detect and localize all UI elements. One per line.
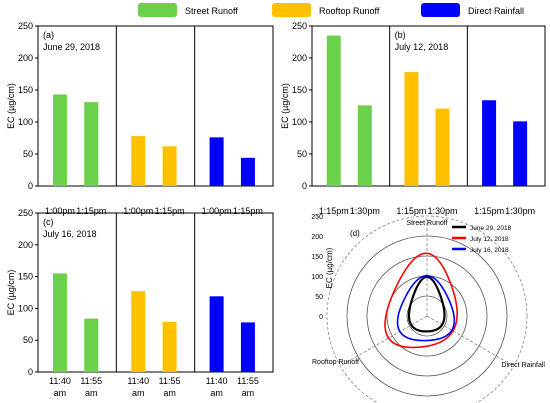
radial-spoke xyxy=(340,315,428,367)
x-tick-label: 11:40 am xyxy=(127,376,149,398)
bar xyxy=(240,322,255,372)
x-tick-label: 1:30pm xyxy=(505,206,535,216)
r-tick-label: 50 xyxy=(315,294,323,301)
bar xyxy=(209,137,224,186)
x-tick-label: 11:55 am xyxy=(159,376,181,398)
bar xyxy=(482,100,497,186)
x-tick-label: 1:00pm xyxy=(202,206,232,216)
x-tick-label: 1:15pm xyxy=(76,206,106,216)
r-tick-label: 150 xyxy=(311,254,323,261)
y-tick-label: 150 xyxy=(18,85,33,95)
bar xyxy=(404,72,419,186)
x-tick-label: 1:15pm xyxy=(396,206,426,216)
x-tick-label: 1:30pm xyxy=(427,206,457,216)
x-tick-label: 1:15pm xyxy=(319,206,349,216)
panel-label: (b) xyxy=(395,30,406,40)
y-tick-label: 150 xyxy=(18,272,33,282)
panel-c: 0 50 100 150 200 250 EC (µg/cm) (c) July 16, 201… xyxy=(6,208,274,398)
radar-legend-label: July 12, 2018 xyxy=(470,236,509,243)
axis-label-street: Street Runoff xyxy=(406,220,447,227)
y-tick-label: 50 xyxy=(23,335,33,345)
y-tick-label: 0 xyxy=(28,367,33,377)
legend-swatch xyxy=(138,3,177,17)
axis-label-rooftop: Rooftop Runoff xyxy=(312,359,359,366)
plot-frame xyxy=(311,25,546,187)
y-tick-label: 250 xyxy=(292,21,307,31)
panel-a: 0 50 100 150 200 250 EC (µg/cm) (a) June 29, 201… xyxy=(6,21,274,216)
radar-series-line xyxy=(384,252,458,349)
plot-frame xyxy=(37,212,274,373)
axis-label-direct: Direct Rainfall xyxy=(501,362,545,369)
panel-b: 0 50 100 150 200 250 EC (µg/cm) (b) July 12, 201… xyxy=(280,21,546,216)
bar xyxy=(209,296,224,372)
y-axis-label: EC (µg/cm) xyxy=(6,83,16,129)
x-tick-label: 1:30pm xyxy=(350,206,380,216)
x-tick-label: 1:00pm xyxy=(45,206,75,216)
y-tick-label: 0 xyxy=(302,181,307,191)
legend-label: Rooftop Runoff xyxy=(319,6,380,16)
y-tick-label: 250 xyxy=(18,208,33,218)
x-tick-label: 11:55 am xyxy=(80,376,102,398)
panel-label: (d) xyxy=(350,229,360,238)
y-tick-label: 50 xyxy=(297,149,307,159)
legend-swatch xyxy=(272,3,311,17)
radar-series-line xyxy=(407,275,446,333)
x-tick-label: 11:55 am xyxy=(237,376,259,398)
panel-label: (a) xyxy=(43,30,54,40)
radial-grid xyxy=(326,215,528,403)
y-axis-label: EC (µg/cm) xyxy=(280,83,290,129)
legend-swatch xyxy=(421,3,460,17)
bar xyxy=(357,105,372,186)
y-tick-label: 100 xyxy=(18,117,33,127)
y-tick-label: 200 xyxy=(18,53,33,63)
y-tick-label: 200 xyxy=(292,53,307,63)
y-tick-label: 50 xyxy=(23,149,33,159)
radial-spoke xyxy=(426,315,514,367)
r-tick-label: 250 xyxy=(311,214,323,221)
x-tick-label: 1:15pm xyxy=(233,206,263,216)
legend-label: Direct Rainfall xyxy=(468,6,524,16)
bar xyxy=(435,108,450,186)
bar xyxy=(52,94,67,186)
bar xyxy=(240,157,255,186)
bar xyxy=(52,273,67,372)
x-tick-label: 1:15pm xyxy=(474,206,504,216)
radar-legend-label: June 29, 2018 xyxy=(470,225,512,232)
x-tick-label: 1:15pm xyxy=(155,206,185,216)
radar-legend-label: July 16, 2018 xyxy=(470,247,509,254)
bar xyxy=(162,146,177,186)
bar xyxy=(326,35,341,186)
x-tick-label: 11:40 am xyxy=(206,376,228,398)
r-axis-label: EC (µg/cm) xyxy=(325,247,334,288)
bar xyxy=(84,318,99,372)
r-tick-label: 0 xyxy=(319,314,323,321)
y-tick-label: 150 xyxy=(292,85,307,95)
r-tick-label: 100 xyxy=(311,274,323,281)
bar xyxy=(162,321,177,372)
x-tick-label: 1:00pm xyxy=(123,206,153,216)
bar xyxy=(84,102,99,186)
y-tick-label: 100 xyxy=(292,117,307,127)
r-tick-label: 200 xyxy=(311,234,323,241)
radar-series-line xyxy=(396,275,456,342)
panel-date: June 29, 2018 xyxy=(43,42,100,52)
panel-date: July 12, 2018 xyxy=(395,42,449,52)
y-tick-label: 250 xyxy=(18,21,33,31)
bar xyxy=(131,291,146,372)
y-tick-label: 100 xyxy=(18,303,33,313)
legend: Street Runoff Rooftop Runoff Direct Rainfa… xyxy=(138,3,524,17)
y-tick-label: 200 xyxy=(18,240,33,250)
panel-date: July 16, 2018 xyxy=(43,229,97,239)
y-tick-label: 0 xyxy=(28,181,33,191)
bar xyxy=(513,121,528,186)
x-tick-label: 11:40 am xyxy=(49,376,71,398)
bar xyxy=(131,136,146,186)
plot-frame xyxy=(37,25,274,187)
legend-label: Street Runoff xyxy=(185,6,238,16)
panel-label: (c) xyxy=(43,217,54,227)
y-axis-label: EC (µg/cm) xyxy=(6,270,16,316)
panel-d: 0 50 100 150 200 250 EC (µg/cm) Street Runoff Di… xyxy=(311,214,545,403)
